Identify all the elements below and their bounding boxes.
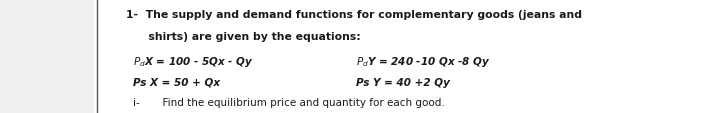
Text: $P_d$Y = 240 -10 Qx -8 Qy: $P_d$Y = 240 -10 Qx -8 Qy	[356, 54, 491, 68]
Text: shirts) are given by the equations:: shirts) are given by the equations:	[126, 32, 361, 42]
Text: Ps X = 50 + Qx: Ps X = 50 + Qx	[133, 77, 220, 87]
Text: 1-  The supply and demand functions for complementary goods (jeans and: 1- The supply and demand functions for c…	[126, 10, 582, 20]
Text: ii-      Support you answer graphically.: ii- Support you answer graphically.	[133, 112, 330, 113]
Text: Ps Y = 40 +2 Qy: Ps Y = 40 +2 Qy	[356, 77, 450, 87]
Text: $P_d$X = 100 - 5Qx - Qy: $P_d$X = 100 - 5Qx - Qy	[133, 54, 253, 68]
Text: i-       Find the equilibrium price and quantity for each good.: i- Find the equilibrium price and quanti…	[133, 97, 445, 107]
